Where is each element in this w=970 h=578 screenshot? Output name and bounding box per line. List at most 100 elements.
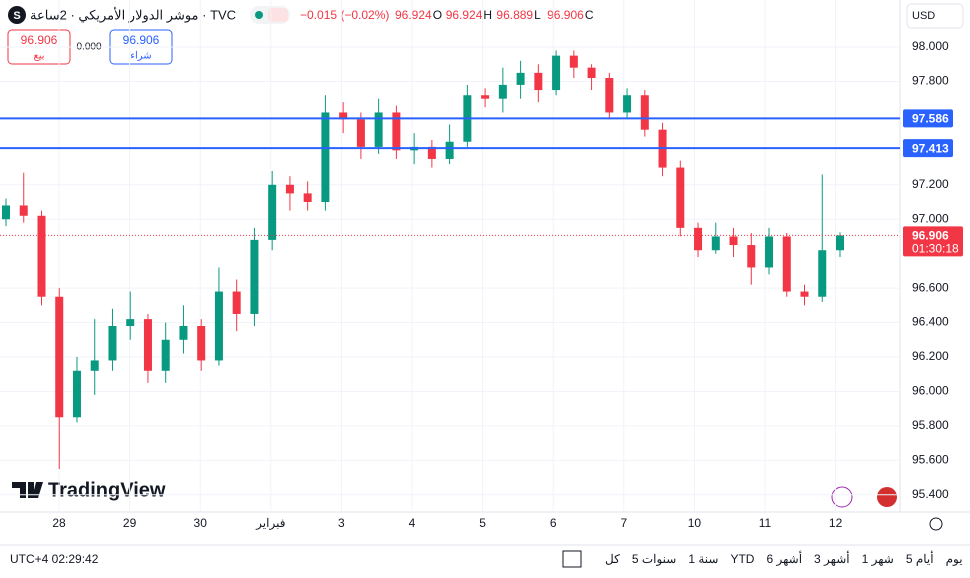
buy-price: 96.906 bbox=[123, 33, 160, 47]
x-tick-label: 3 bbox=[338, 516, 345, 530]
countdown: 01:30:18 bbox=[912, 242, 959, 256]
timezone: UTC+4 02:29:42 bbox=[10, 552, 99, 566]
level-label: 97.586 bbox=[912, 111, 949, 125]
candle-body bbox=[640, 95, 649, 130]
candle-body bbox=[516, 72, 525, 85]
candle-body bbox=[374, 112, 383, 147]
flag-icon[interactable] bbox=[877, 487, 897, 507]
x-tick-label: 28 bbox=[52, 516, 66, 530]
range-button[interactable]: كل bbox=[605, 552, 620, 566]
currency: USD bbox=[912, 10, 935, 22]
range-button[interactable]: 1 شهر bbox=[862, 552, 894, 566]
x-tick-label: 7 bbox=[620, 516, 627, 530]
logo-mark bbox=[12, 482, 43, 498]
change: −0.015 (−0.02%) bbox=[300, 8, 389, 22]
y-tick-label: 95.600 bbox=[912, 453, 949, 467]
range-button[interactable]: يوم bbox=[946, 552, 963, 566]
candle-body bbox=[214, 291, 223, 361]
level-label: 97.413 bbox=[912, 141, 949, 155]
flash-icon[interactable] bbox=[831, 486, 853, 508]
candle-body bbox=[2, 205, 10, 220]
sell-label: بيع bbox=[33, 51, 44, 62]
last-price-bg bbox=[903, 226, 963, 257]
last-price: 96.906 bbox=[912, 229, 949, 243]
candle-body bbox=[268, 184, 277, 240]
candle-body bbox=[72, 370, 81, 418]
y-tick-label: 96.400 bbox=[912, 315, 949, 329]
y-tick-label: 95.400 bbox=[912, 487, 949, 501]
candle-body bbox=[800, 291, 809, 297]
currency-button[interactable] bbox=[906, 3, 964, 29]
candle-body bbox=[729, 236, 738, 246]
range-button[interactable]: 5 أيام bbox=[906, 551, 934, 566]
symbol-title[interactable]: موشر الدولار الأمريكي · 2ساعة · TVC bbox=[30, 6, 236, 23]
range-button[interactable]: YTD bbox=[730, 552, 754, 566]
y-tick-label: 97.800 bbox=[912, 74, 949, 88]
x-tick-label: 6 bbox=[550, 516, 557, 530]
candle-body bbox=[747, 245, 756, 268]
ohlc-value: 96.924 bbox=[395, 8, 432, 22]
logo-text: TradingView bbox=[48, 479, 166, 501]
ohlc-value: 96.906 bbox=[547, 8, 584, 22]
candle-body bbox=[552, 55, 561, 91]
candle-body bbox=[587, 67, 596, 79]
candle-body bbox=[392, 112, 401, 151]
ohlc-key: H bbox=[483, 8, 492, 22]
symbol-badge: S bbox=[13, 10, 20, 22]
candle-body bbox=[445, 141, 454, 159]
y-tick-label: 98.000 bbox=[912, 39, 949, 53]
candle-body bbox=[569, 55, 578, 68]
candle-body bbox=[339, 112, 348, 120]
candle-body bbox=[143, 319, 152, 371]
candle-body bbox=[534, 72, 543, 91]
status-badge bbox=[268, 8, 288, 22]
candle-body bbox=[55, 296, 64, 418]
ohlc-key: O bbox=[433, 8, 442, 22]
y-tick-label: 96.200 bbox=[912, 349, 949, 363]
y-tick-label: 95.800 bbox=[912, 418, 949, 432]
ohlc-key: L bbox=[534, 8, 541, 22]
grid bbox=[0, 0, 900, 512]
x-tick-label: 30 bbox=[194, 516, 208, 530]
x-tick-label: 11 bbox=[759, 516, 772, 530]
candle-body bbox=[481, 95, 490, 99]
x-tick-label: 29 bbox=[123, 516, 137, 530]
candle-body bbox=[782, 236, 791, 292]
x-tick-label: 5 bbox=[479, 516, 486, 530]
status-dot bbox=[255, 11, 263, 19]
candle-body bbox=[321, 112, 330, 203]
candle-body bbox=[161, 339, 170, 371]
candle-body bbox=[711, 236, 720, 251]
candle-body bbox=[498, 84, 507, 99]
range-button[interactable]: 3 أشهر bbox=[814, 551, 850, 566]
candle-body bbox=[232, 291, 241, 314]
buy-label: شراء bbox=[130, 51, 151, 62]
y-tick-label: 97.200 bbox=[912, 177, 949, 191]
settings-icon[interactable] bbox=[929, 517, 943, 531]
range-button[interactable]: 5 سنوات bbox=[632, 552, 677, 566]
candle-body bbox=[356, 119, 365, 147]
range-button[interactable]: 6 أشهر bbox=[766, 551, 802, 566]
level-label-bg bbox=[903, 109, 953, 128]
logo: TradingView bbox=[12, 479, 166, 501]
candle-body bbox=[179, 326, 188, 340]
candle-body bbox=[818, 250, 827, 297]
candle-body bbox=[623, 95, 632, 113]
level-label-bg bbox=[903, 139, 953, 158]
candle-body bbox=[765, 236, 774, 268]
candle-body bbox=[285, 184, 294, 194]
range-button[interactable]: 1 سنة bbox=[688, 552, 718, 566]
candle-body bbox=[250, 239, 259, 314]
candle-body bbox=[90, 360, 99, 371]
x-tick-label: فبراير bbox=[255, 516, 285, 530]
sell-price: 96.906 bbox=[21, 33, 58, 47]
ohlc-key: C bbox=[585, 8, 594, 22]
candle-body bbox=[303, 193, 312, 203]
candle-body bbox=[836, 235, 844, 251]
y-tick-label: 97.000 bbox=[912, 211, 949, 225]
candle-body bbox=[676, 167, 685, 228]
candle-body bbox=[694, 227, 703, 251]
candle-body bbox=[126, 319, 135, 327]
calendar-icon[interactable] bbox=[562, 550, 582, 568]
symbol-icon bbox=[8, 6, 26, 24]
